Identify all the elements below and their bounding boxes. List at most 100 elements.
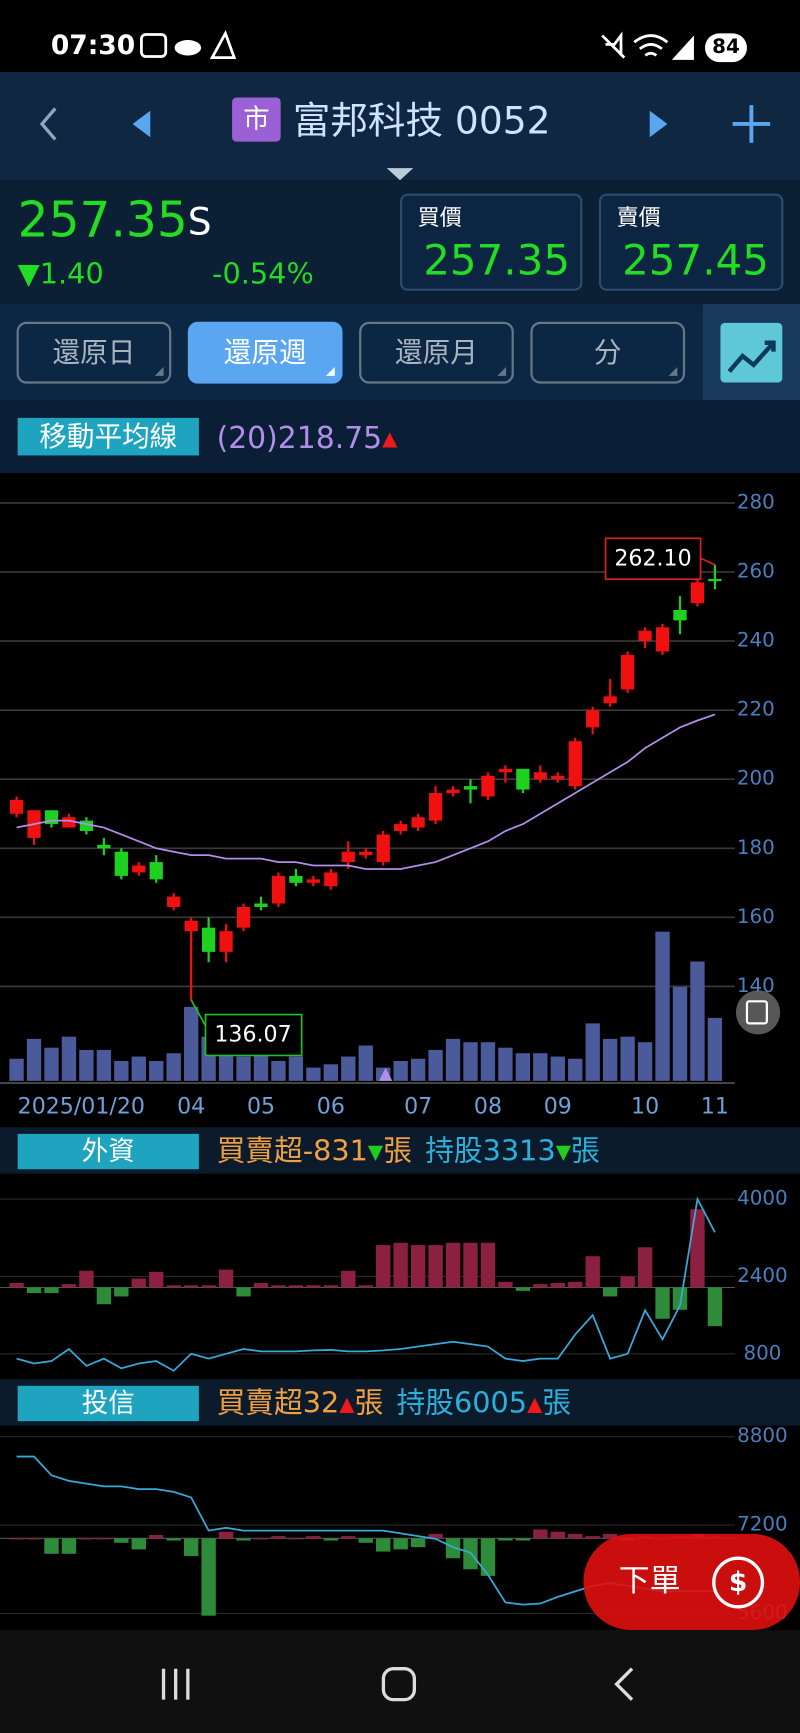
ask-label: 賣價 <box>617 205 661 231</box>
stock-title[interactable]: 富邦科技 0052 <box>293 98 551 142</box>
price-change: ▼1.40 <box>18 256 104 290</box>
screenshot-button[interactable] <box>735 990 781 1035</box>
candle-body <box>498 768 513 773</box>
net-bar <box>114 1538 129 1543</box>
ask-box <box>598 193 784 291</box>
price: 257.35 <box>18 192 188 248</box>
volume-bar <box>149 1060 164 1081</box>
candle-body <box>446 789 460 794</box>
net-bar <box>376 1538 391 1552</box>
y-tick-label: 2400 <box>737 1264 788 1287</box>
volume-bar <box>672 986 688 1081</box>
volume-bar <box>515 1053 531 1081</box>
status-icon <box>140 33 168 58</box>
period-tab-label: 還原週 <box>224 336 307 369</box>
period-tab[interactable] <box>359 321 514 384</box>
net-bar <box>79 1538 94 1540</box>
hold: 6005 <box>454 1386 527 1420</box>
candle-body <box>394 824 408 832</box>
ma-label-bg <box>17 417 199 456</box>
recent-apps-button[interactable] <box>161 1668 190 1700</box>
net-bar <box>166 1538 181 1541</box>
period-tab-label: 分 <box>594 336 622 369</box>
add-button[interactable] <box>732 105 771 143</box>
candle-body <box>236 906 251 928</box>
ma-value-text: (20)218.75 <box>217 420 383 455</box>
volume-bar <box>253 1049 269 1081</box>
candle-body <box>114 851 128 876</box>
x-tick-label: 10 <box>631 1093 659 1119</box>
bid-box <box>400 193 583 291</box>
net-bar <box>323 1538 339 1541</box>
candle-body <box>289 875 303 883</box>
back-button[interactable] <box>39 107 57 141</box>
back-nav-button[interactable] <box>614 1667 634 1701</box>
y-tick-label: 800 <box>743 1341 781 1364</box>
high-label-leader <box>700 557 716 566</box>
volume-bar <box>61 1036 77 1081</box>
volume-bar <box>463 1042 478 1081</box>
net-bar <box>410 1538 426 1548</box>
bid-label: 買價 <box>418 205 462 231</box>
y-tick-label: 200 <box>737 767 775 790</box>
nav-bar <box>0 1630 800 1733</box>
net-bar <box>26 1538 42 1540</box>
net-bar <box>376 1245 391 1288</box>
net-bar <box>672 1287 688 1310</box>
order-button[interactable] <box>583 1533 800 1631</box>
order-icon <box>712 1556 765 1609</box>
volume-bar <box>533 1053 548 1081</box>
volume-bar <box>655 931 670 1081</box>
home-button[interactable] <box>381 1667 417 1702</box>
tab-corner <box>497 367 507 376</box>
period-tab[interactable] <box>16 321 172 384</box>
price-flag: S <box>188 199 212 243</box>
volume-bar <box>585 1023 600 1081</box>
net-bar <box>218 1531 234 1539</box>
candle-body <box>586 710 600 728</box>
market-badge-text: 市 <box>243 104 270 135</box>
next-stock-button[interactable] <box>649 110 668 138</box>
net-bar <box>341 1270 356 1288</box>
header-bar <box>0 72 800 181</box>
volume-bar <box>445 1038 461 1081</box>
net-bar <box>61 1538 77 1554</box>
net-bar <box>149 1271 164 1288</box>
period-tab-label: 還原日 <box>53 336 136 369</box>
foreign-label-bg <box>17 1133 199 1170</box>
net-bar <box>445 1538 461 1559</box>
ma-arrow: ▲ <box>382 426 398 449</box>
net-bar <box>533 1284 548 1288</box>
candle-body <box>673 610 687 621</box>
candle-body <box>324 872 338 887</box>
hold-label: 持股 <box>425 1134 482 1168</box>
candle-body <box>254 903 268 907</box>
volume-bar <box>341 1056 356 1081</box>
ask-price: 257.45 <box>622 236 769 285</box>
x-tick-label: 04 <box>177 1093 205 1119</box>
chart-toggle-button[interactable] <box>720 322 783 383</box>
low-label-box <box>204 1013 303 1057</box>
candle-body <box>341 851 355 863</box>
trust-label: 投信 <box>82 1388 135 1419</box>
candle-body <box>708 578 722 582</box>
hold-label: 持股 <box>397 1386 454 1420</box>
candle-body <box>132 865 146 873</box>
candle-body <box>271 875 286 904</box>
candle-body <box>167 896 181 907</box>
period-tab[interactable] <box>187 321 343 384</box>
net-bar <box>323 1285 339 1288</box>
net-bar <box>341 1536 356 1539</box>
net-bar <box>358 1538 373 1543</box>
volume-bar <box>236 1056 251 1081</box>
prev-stock-button[interactable] <box>132 110 151 138</box>
volume-bar <box>79 1049 94 1081</box>
net-bar <box>236 1287 251 1297</box>
net-bar <box>463 1242 478 1288</box>
net-bar <box>166 1285 181 1288</box>
high-label: 262.10 <box>614 545 691 571</box>
period-tab[interactable] <box>530 321 686 384</box>
net-bar <box>9 1283 24 1288</box>
candle-body <box>516 768 530 790</box>
net-bar <box>271 1536 286 1539</box>
